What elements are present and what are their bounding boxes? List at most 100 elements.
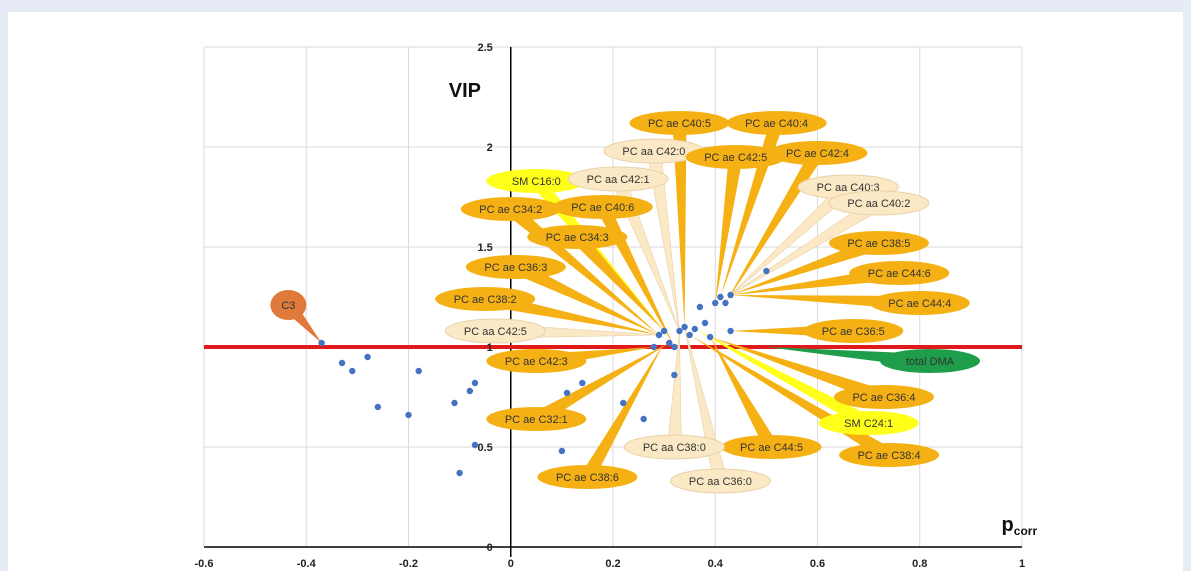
- callout-bubble: [879, 349, 980, 373]
- data-point: [727, 327, 734, 335]
- y-tick-label: 0.5: [477, 442, 492, 454]
- data-point: [763, 267, 770, 275]
- callout-leader: [710, 337, 887, 404]
- callout-bubble: [685, 145, 786, 169]
- y-tick-label: 1: [487, 342, 493, 354]
- callout-label: PC ae C42:3: [505, 356, 568, 368]
- callout-bubble: [818, 411, 919, 435]
- callout-bubble: [869, 291, 970, 315]
- data-point: [318, 339, 325, 347]
- callout-bubble: [270, 290, 307, 320]
- x-axis-label-main: p: [1002, 514, 1014, 536]
- callout-leader: [684, 326, 728, 483]
- data-point: [374, 403, 382, 411]
- y-tick-label: 2: [487, 142, 493, 154]
- callout-leader: [532, 343, 670, 426]
- x-axis-label-subscript: corr: [1014, 524, 1038, 538]
- callout-bubble: [486, 407, 587, 431]
- callout-label: PC ae C40:5: [648, 118, 711, 130]
- callout-label: PC ae C40:6: [571, 202, 634, 214]
- callout-label: PC ae C36:3: [484, 262, 547, 274]
- callout-bubble: [803, 319, 904, 343]
- callout-leader: [694, 329, 872, 430]
- callout-bubble: [435, 287, 536, 311]
- x-tick-label: 0.4: [708, 558, 724, 570]
- data-point: [681, 323, 688, 331]
- callout-bubble: [537, 465, 638, 489]
- callout-layer: C3 PC ae C40:5 PC ae C40:4 PC aa C42:0 PC ae…: [270, 111, 980, 494]
- callout-label: PC ae C32:1: [505, 414, 568, 426]
- callout-label: PC aa C42:0: [622, 146, 685, 158]
- callout-bubble: [527, 225, 628, 249]
- callout-label: total DMA: [906, 356, 955, 368]
- callout-label: PC aa C36:0: [689, 476, 752, 488]
- data-point: [727, 291, 734, 299]
- data-point: [722, 299, 729, 307]
- data-point: [696, 303, 704, 311]
- callout-label: C3: [281, 300, 295, 312]
- callout-label: PC ae C44:6: [868, 268, 931, 280]
- data-point: [660, 327, 668, 335]
- y-tick-label: 1.5: [477, 242, 492, 254]
- data-point: [671, 343, 678, 351]
- callout-bubble: [486, 349, 587, 373]
- data-point: [640, 415, 647, 423]
- callout-bubble: [721, 435, 822, 459]
- callout-label: SM C24:1: [844, 418, 893, 430]
- callout-bubble: [828, 231, 929, 255]
- callout-label: PC aa C42:5: [464, 326, 527, 338]
- callout-label: SM C16:0: [512, 176, 561, 188]
- callout-label: PC aa C40:2: [847, 198, 910, 210]
- x-tick-label: 0.8: [912, 558, 927, 570]
- x-axis-label: pcorr: [1002, 514, 1038, 538]
- tick-label-layer: -0.6 -0.4 -0.2 0 0.2 0.4 0.6 0.8 1 0 0.5 1 1.5 2 2.5: [195, 42, 1026, 570]
- callout-leader: [572, 232, 665, 331]
- x-tick-label: -0.4: [297, 558, 317, 570]
- callout-label: PC ae C42:4: [786, 148, 849, 160]
- data-point: [712, 299, 719, 307]
- callout-bubble: [839, 443, 940, 467]
- x-tick-label: 0.6: [810, 558, 825, 570]
- data-point: [666, 339, 673, 347]
- callout-label: PC ae C36:4: [852, 392, 915, 404]
- data-point: [579, 379, 586, 387]
- callout-label: PC ae C44:5: [740, 442, 803, 454]
- x-tick-label: 1: [1019, 558, 1025, 570]
- chart-panel: C3 PC ae C40:5 PC ae C40:4 PC aa C42:0 PC ae…: [8, 12, 1183, 571]
- data-point: [415, 367, 422, 375]
- data-point: [364, 353, 371, 361]
- data-point: [691, 325, 698, 333]
- callout-leader: [715, 156, 743, 303]
- callout-label: PC ae C38:6: [556, 472, 619, 484]
- callout-bubble: [444, 318, 546, 344]
- data-point: [558, 447, 566, 455]
- x-tick-label: -0.6: [195, 558, 214, 570]
- callout-label: PC ae C34:2: [479, 204, 542, 216]
- callout-bubble: [629, 111, 730, 135]
- y-axis-label: VIP: [449, 80, 481, 102]
- callout-label: PC aa C38:0: [643, 442, 706, 454]
- callout-leader: [672, 122, 687, 328]
- callout-label: PC ae C42:5: [704, 152, 767, 164]
- callout-label: PC aa C42:1: [587, 174, 650, 186]
- callout-bubble: [828, 190, 930, 216]
- callout-bubble: [460, 197, 561, 221]
- y-tick-label: 0: [487, 542, 493, 554]
- callout-label: PC ae C36:5: [822, 326, 885, 338]
- x-tick-label: 0: [508, 558, 514, 570]
- callout-label: PC ae C38:2: [454, 294, 517, 306]
- callout-bubble: [465, 255, 566, 279]
- callout-leader: [581, 343, 665, 481]
- x-tick-label: 0.2: [605, 558, 620, 570]
- data-point: [620, 399, 627, 407]
- callout-leader: [710, 337, 778, 451]
- callout-bubble: [567, 166, 669, 192]
- callout-bubble: [623, 434, 725, 460]
- callout-bubble: [669, 468, 771, 494]
- data-point: [471, 379, 479, 387]
- data-point: [451, 399, 458, 407]
- x-tick-label: -0.2: [399, 558, 418, 570]
- scatter-chart: C3 PC ae C40:5 PC ae C40:4 PC aa C42:0 PC ae…: [195, 42, 1038, 570]
- data-point: [471, 441, 479, 449]
- data-point: [349, 367, 356, 375]
